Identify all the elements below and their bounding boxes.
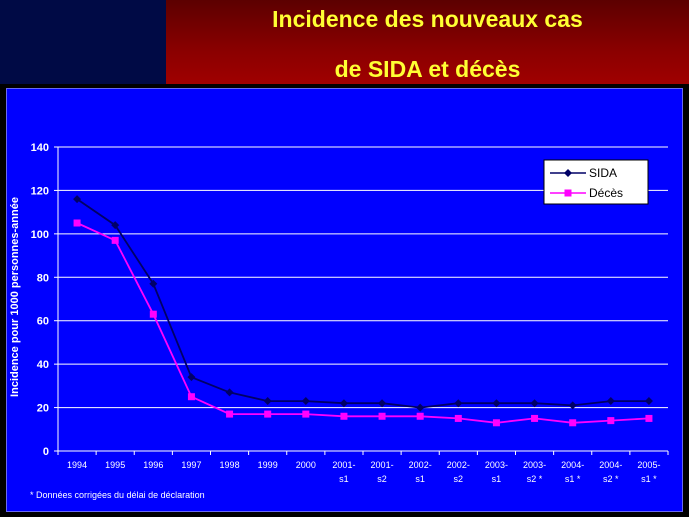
sida-point xyxy=(73,195,82,204)
y-tick-label: 20 xyxy=(37,403,49,415)
sida-point xyxy=(492,399,501,408)
header-title-band xyxy=(166,0,689,84)
legend-sida-marker xyxy=(564,169,572,177)
sida-point xyxy=(225,388,234,397)
sida-point xyxy=(644,397,653,406)
x-tick-label: 2004- xyxy=(599,460,622,470)
x-tick-label: 2001- xyxy=(332,460,355,470)
x-tick-label: s1 xyxy=(339,474,349,484)
y-tick-label: 120 xyxy=(31,185,49,197)
legend: SIDA Décès xyxy=(543,159,649,205)
x-tick-label: 1994 xyxy=(67,460,87,470)
y-axis-ticks: 0 20 40 60 80 100 120 140 xyxy=(31,142,49,458)
x-tick-label: s2 xyxy=(454,474,464,484)
x-tick-label: 2002- xyxy=(409,460,432,470)
legend-box xyxy=(543,159,649,205)
sida-point xyxy=(378,399,387,408)
slide-title-line-2: de SIDA et décès xyxy=(334,56,521,82)
y-tick-label: 100 xyxy=(31,229,49,241)
slide-title-line-1: Incidence des nouveaux cas xyxy=(272,6,583,32)
sida-point xyxy=(454,399,463,408)
deces-point xyxy=(645,414,653,422)
x-tick-label: s1 xyxy=(415,474,425,484)
gridlines xyxy=(58,146,668,409)
header-left-block xyxy=(0,0,166,84)
y-tick-label: 80 xyxy=(37,272,49,284)
sida-point xyxy=(263,397,272,406)
deces-point xyxy=(531,414,539,422)
deces-point xyxy=(149,310,157,318)
x-tick-label: 2003- xyxy=(485,460,508,470)
chart-panel xyxy=(6,88,683,512)
sida-point xyxy=(530,399,539,408)
deces-point xyxy=(340,412,348,420)
x-tick-label: 2005- xyxy=(637,460,660,470)
deces-point xyxy=(492,419,500,427)
deces-point xyxy=(378,412,386,420)
sida-point xyxy=(339,399,348,408)
x-tick-label: 2001- xyxy=(371,460,394,470)
x-tick-label: 2000 xyxy=(296,460,316,470)
x-tick-label: s1 xyxy=(492,474,502,484)
sida-point xyxy=(301,397,310,406)
deces-point xyxy=(302,410,310,418)
x-tick-label: 2004- xyxy=(561,460,584,470)
deces-point xyxy=(416,412,424,420)
x-tick-label: s2 * xyxy=(603,474,619,484)
y-tick-label: 60 xyxy=(37,316,49,328)
x-tick-label: s2 xyxy=(377,474,387,484)
x-tick-label: s1 * xyxy=(565,474,581,484)
deces-point xyxy=(569,419,577,427)
sida-point xyxy=(149,279,158,288)
y-axis-label: Incidence pour 1000 personnes-année xyxy=(9,197,21,397)
legend-sida-label: SIDA xyxy=(589,166,617,180)
series-line-deces xyxy=(76,222,649,424)
y-tick-label: 140 xyxy=(31,142,49,154)
deces-point xyxy=(264,410,272,418)
series-line-sida xyxy=(76,198,649,409)
x-tick-label: 1999 xyxy=(258,460,278,470)
series-group xyxy=(73,195,653,427)
x-tick-label: s2 * xyxy=(527,474,543,484)
deces-point xyxy=(226,410,234,418)
legend-deces-marker xyxy=(564,189,572,197)
sida-point xyxy=(111,221,120,230)
x-tick-label: 2003- xyxy=(523,460,546,470)
deces-point xyxy=(607,417,615,425)
x-tick-label: 1997 xyxy=(181,460,201,470)
sida-point xyxy=(568,401,577,410)
x-tick-label: 1995 xyxy=(105,460,125,470)
sida-point xyxy=(416,403,425,412)
x-tick-label: 1996 xyxy=(143,460,163,470)
deces-point xyxy=(73,219,81,227)
x-tick-label: 2002- xyxy=(447,460,470,470)
y-tick-label: 0 xyxy=(43,446,49,458)
deces-point xyxy=(454,414,462,422)
axes xyxy=(54,146,669,455)
x-tick-label: s1 * xyxy=(641,474,657,484)
footnote: * Données corrigées du délai de déclarat… xyxy=(30,490,205,500)
sida-point xyxy=(606,397,615,406)
deces-point xyxy=(111,236,119,244)
x-tick-label: 1998 xyxy=(220,460,240,470)
sida-point xyxy=(187,373,196,382)
deces-point xyxy=(187,393,195,401)
x-axis-ticks: 1994 1995 1996 1997 1998 1999 2000 2001- s1 2001-… xyxy=(67,460,660,484)
y-tick-label: 40 xyxy=(37,359,49,371)
legend-deces-label: Décès xyxy=(589,186,623,200)
